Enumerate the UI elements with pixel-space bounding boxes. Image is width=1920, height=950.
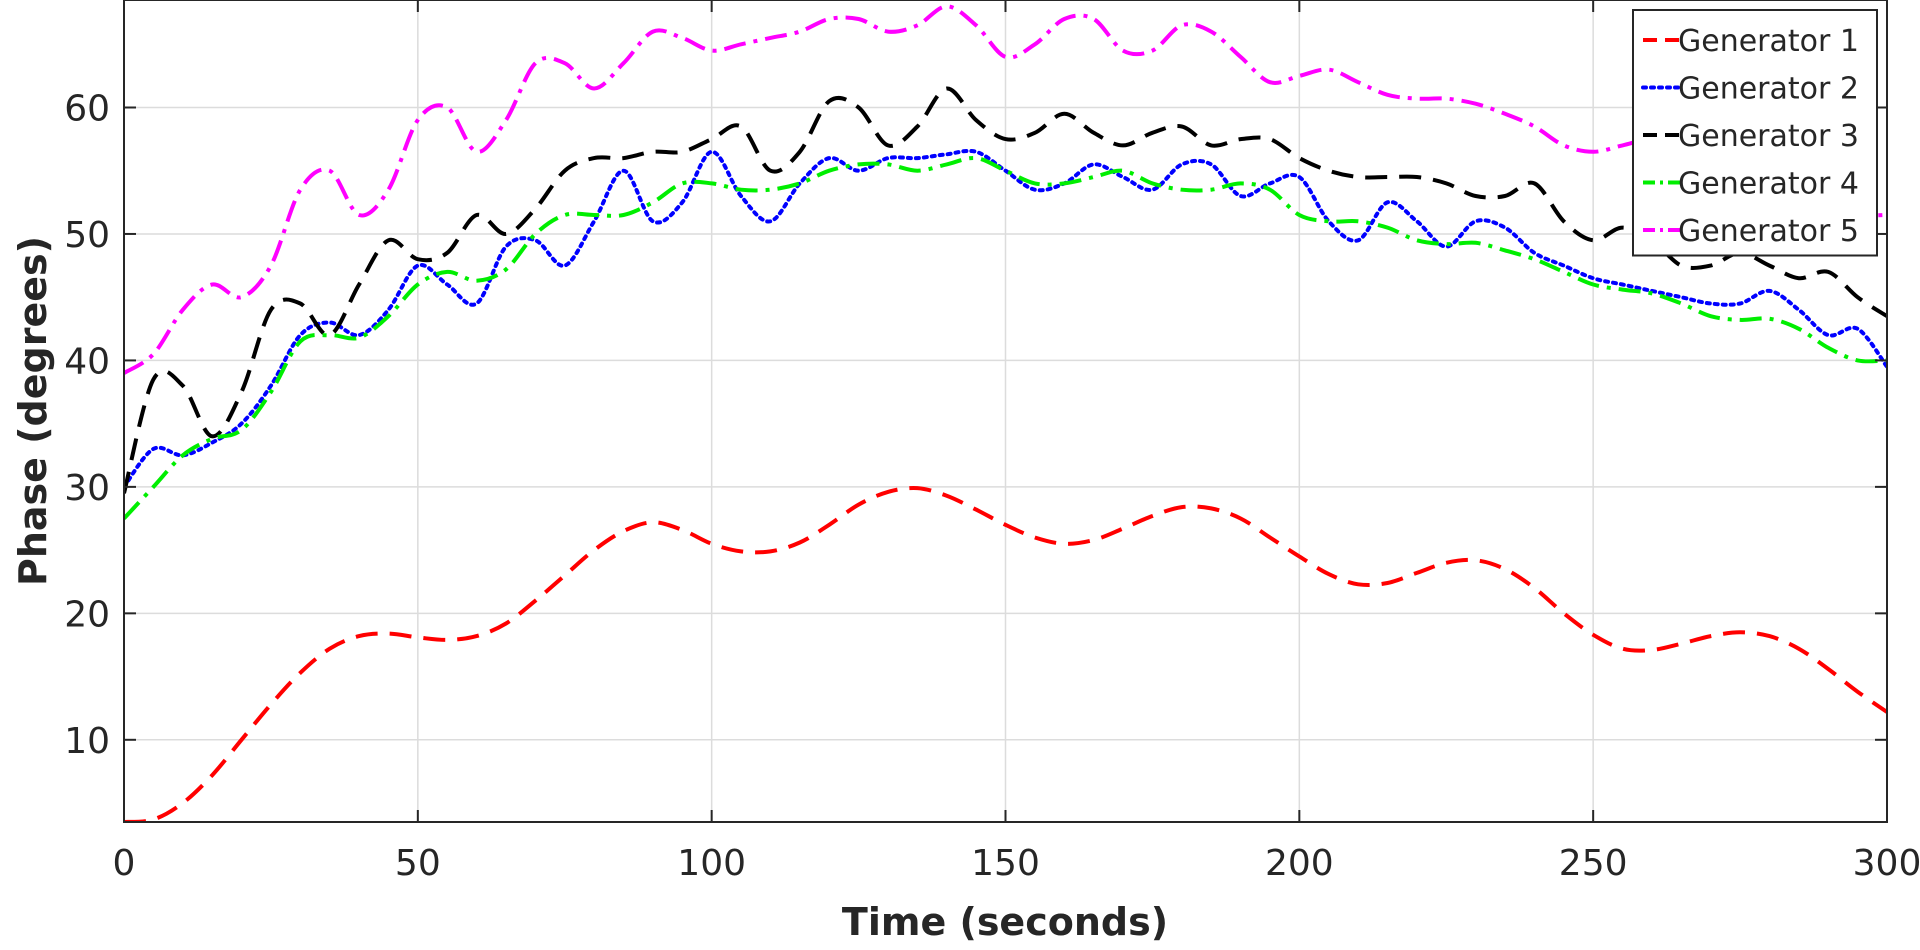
- legend-label-generator-4: Generator 4: [1678, 167, 1859, 202]
- legend-box: [1632, 9, 1878, 257]
- y-axis-label: Phase (degrees): [11, 236, 55, 586]
- series-group: [124, 4, 1887, 822]
- series-line-generator-5: [124, 4, 1887, 375]
- y-tick-label: 30: [64, 468, 110, 509]
- x-tick-label: 250: [1559, 843, 1628, 884]
- x-tick-label: 50: [395, 843, 441, 884]
- x-tick-label: 0: [113, 843, 136, 884]
- y-tick-label: 20: [64, 594, 110, 635]
- grid-lines: [123, 0, 1888, 822]
- x-tick-label: 300: [1853, 843, 1920, 884]
- y-tick-label: 40: [64, 341, 110, 382]
- series-line-generator-1: [124, 485, 1887, 822]
- y-tick-label: 50: [64, 215, 110, 256]
- x-axis-label: Time (seconds): [842, 900, 1168, 944]
- x-tick-label: 100: [677, 843, 746, 884]
- series-line-generator-3: [124, 86, 1887, 494]
- y-tick-label: 10: [64, 721, 110, 762]
- x-tick-label: 150: [971, 843, 1040, 884]
- x-tick-label: 200: [1265, 843, 1334, 884]
- legend-label-generator-1: Generator 1: [1678, 24, 1859, 59]
- legend-label-generator-3: Generator 3: [1678, 119, 1859, 154]
- legend: Generator 1 Generator 2 Generator 3 Generat…: [1632, 9, 1878, 257]
- series-line-generator-4: [124, 155, 1887, 520]
- legend-label-generator-2: Generator 2: [1678, 72, 1859, 107]
- legend-label-generator-5: Generator 5: [1678, 214, 1859, 249]
- axis-ticks: 0 50 100 150 200 250 300 10 20 30 40 50 60: [64, 0, 1920, 884]
- y-tick-label: 60: [64, 88, 110, 129]
- series-line-generator-2: [124, 148, 1887, 489]
